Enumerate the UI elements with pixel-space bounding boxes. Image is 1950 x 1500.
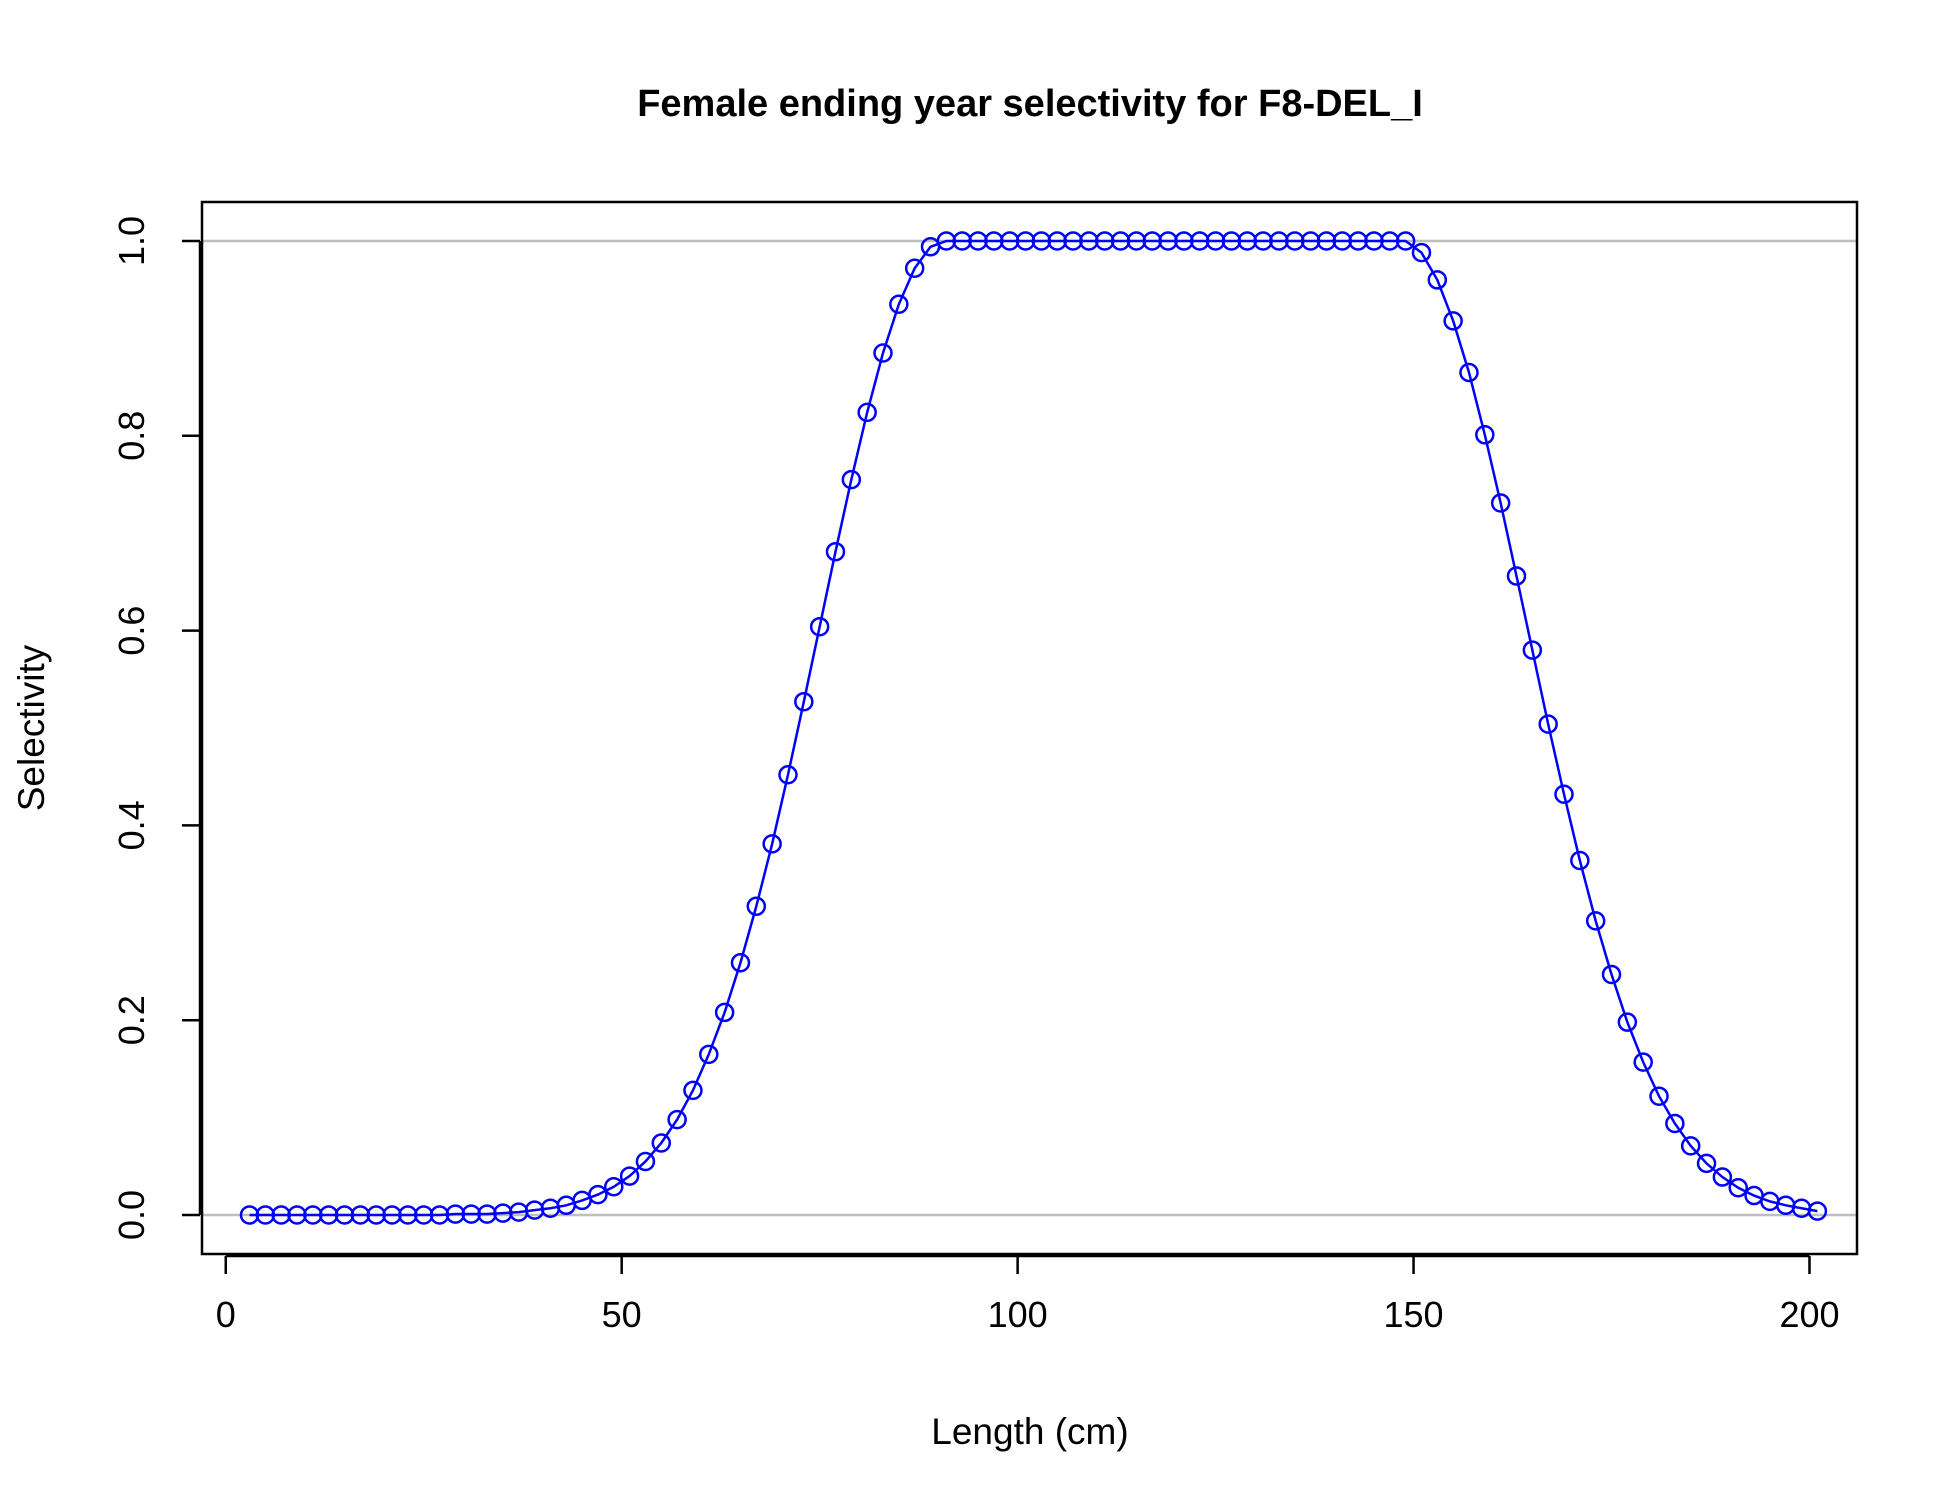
y-tick-label: 0.4 [111,800,152,850]
data-point [904,258,925,278]
y-tick-label: 0.8 [111,411,152,461]
data-point [683,1080,703,1101]
x-tick-label: 200 [1779,1294,1839,1335]
data-point [1411,242,1432,263]
series-layer [239,231,1828,1225]
x-axis: 0 50 100 150 200 [216,1254,1840,1335]
data-point [873,343,893,363]
data-point [794,691,814,712]
data-point [1633,1052,1653,1072]
chart-title: Female ending year selectivity for F8-DE… [637,83,1423,125]
data-point [1712,1167,1733,1187]
data-point [809,616,830,637]
data-point [1522,640,1543,660]
data-point [714,1002,735,1023]
data-point [1506,566,1527,586]
data-point [1475,425,1495,445]
data-point [1617,1012,1638,1032]
data-point [889,294,909,315]
x-tick-label: 150 [1384,1294,1444,1335]
data-point [841,469,862,490]
x-tick-label: 100 [988,1294,1048,1335]
y-tick-label: 0.0 [111,1190,152,1240]
data-point [1585,911,1606,931]
data-point [1490,493,1511,513]
y-axis-title: Selectivity [11,644,52,811]
data-point [778,765,798,785]
data-point [1538,714,1558,734]
reference-lines [202,239,1857,1217]
data-point [619,1166,640,1186]
plot-frame [200,200,1859,1256]
data-point [730,953,751,973]
series-line [249,239,1818,1217]
data-point [1570,850,1590,871]
data-point [1554,784,1574,804]
x-tick-label: 50 [602,1294,642,1335]
data-point [699,1044,719,1065]
x-axis-title: Length (cm) [931,1411,1128,1452]
x-tick-label: 0 [216,1294,236,1335]
data-point [604,1177,624,1197]
y-tick-label: 0.2 [111,995,152,1045]
data-point [1601,964,1622,985]
data-point [1680,1136,1701,1156]
data-point [746,896,767,917]
y-tick-label: 0.6 [111,606,152,656]
data-point [667,1109,687,1130]
data-point [762,834,782,854]
data-point [1443,311,1463,331]
data-point [651,1133,672,1153]
data-point [588,1184,608,1205]
data-point [1649,1086,1669,1106]
data-point [1728,1178,1748,1198]
data-point [857,402,877,423]
y-tick-label: 1.0 [111,216,152,266]
data-point [1696,1153,1717,1174]
y-axis: 0.0 0.2 0.4 0.6 0.8 1.0 [111,216,202,1240]
data-point [1807,1201,1828,1221]
data-point [1427,270,1448,290]
data-point [635,1151,656,1172]
data-point [1395,231,1416,251]
data-point [825,541,846,562]
data-point [1459,362,1479,383]
data-point [1665,1113,1685,1134]
